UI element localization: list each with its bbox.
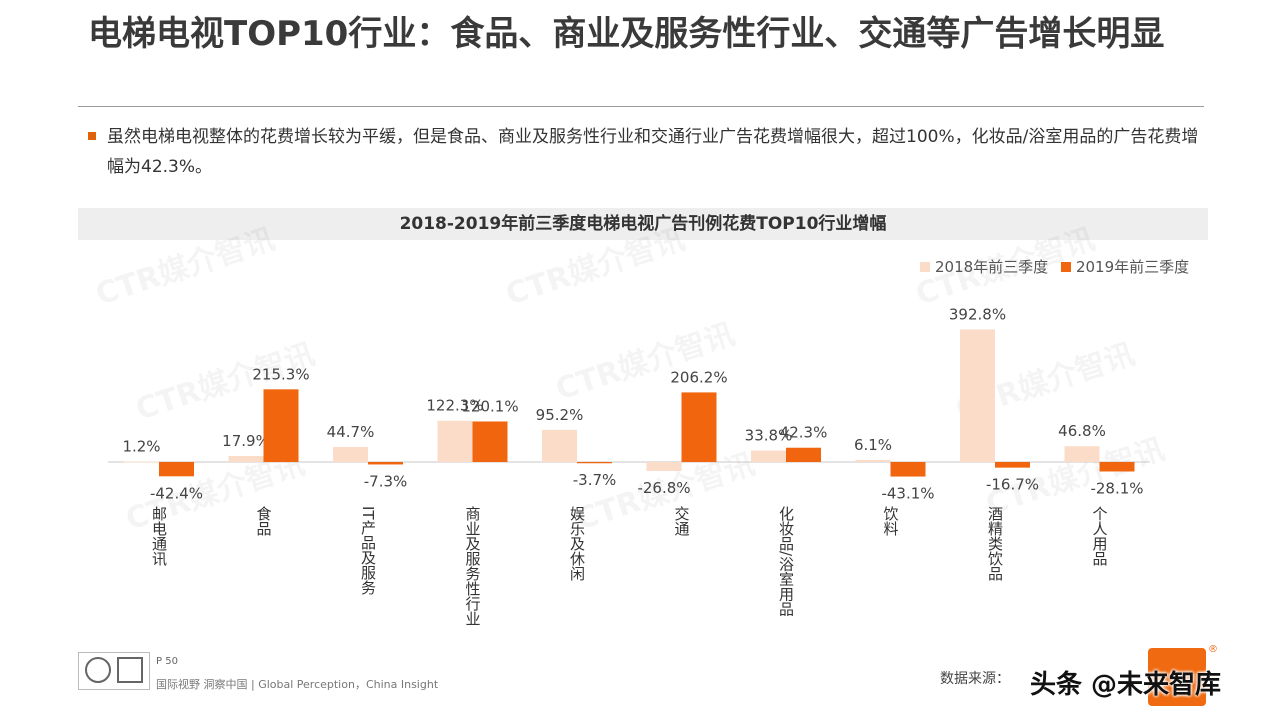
bar-2019-5	[681, 392, 717, 462]
data-label-2019-6: 42.3%	[780, 424, 828, 442]
category-label-8: 酒精类饮品	[986, 506, 1004, 581]
category-label-0: 邮电通讯	[150, 506, 168, 567]
data-label-2019-1: 215.3%	[252, 365, 309, 383]
category-label-6: 化妆品/浴室用品	[777, 506, 795, 616]
bar-2018-0	[124, 461, 159, 463]
category-label-3: 商业及服务性行业	[464, 506, 482, 626]
data-label-2019-9: -28.1%	[1090, 479, 1143, 497]
data-label-2019-8: -16.7%	[986, 476, 1039, 494]
data-label-2018-3: 122.3%	[426, 397, 483, 415]
data-label-2019-3: 120.1%	[461, 397, 518, 415]
legend-swatch-2019	[1060, 262, 1071, 272]
bar-2019-6	[786, 447, 821, 462]
legend-label-2019: 2019年前三季度	[1075, 258, 1190, 276]
data-label-2019-4: -3.7%	[573, 471, 617, 489]
bar-2018-1	[228, 455, 264, 462]
bar-2019-3	[472, 421, 508, 462]
bar-2019-8	[995, 462, 1030, 468]
bar-2019-4	[577, 462, 612, 464]
title-divider	[78, 106, 1204, 107]
data-label-2019-2: -7.3%	[364, 472, 408, 490]
data-label-2019-5: 206.2%	[670, 368, 727, 386]
chart-title-band	[78, 208, 1208, 240]
legend-swatch-2018	[920, 262, 930, 272]
bar-2019-1	[263, 389, 299, 462]
legend-label-2018: 2018年前三季度	[935, 258, 1049, 276]
bar-2018-6	[751, 450, 786, 462]
chart-legend: 2018年前三季度 2019年前三季度	[920, 256, 1197, 277]
bar-2019-2	[368, 462, 403, 465]
bar-2019-7	[890, 462, 926, 477]
data-label-2018-0: 1.2%	[122, 438, 160, 456]
data-source: 数据来源：	[940, 671, 1010, 687]
chart-title: 2018-2019年前三季度电梯电视广告刊例花费TOP10行业增幅	[399, 214, 887, 234]
category-label-7: 饮料	[882, 506, 900, 536]
data-label-2019-0: -42.4%	[150, 484, 203, 502]
data-label-2018-5: -26.8%	[637, 479, 690, 497]
bullet-text: 虽然电梯电视整体的花费增长较为平缓，但是食品、商业及服务性行业和交通行业广告花费…	[107, 127, 1199, 177]
bar-2019-0	[159, 462, 194, 477]
bar-2018-7	[855, 459, 891, 462]
data-label-2018-1: 17.9%	[222, 432, 270, 450]
data-label-2018-9: 46.8%	[1058, 422, 1106, 440]
category-label-2: IT产品及服务	[359, 506, 377, 596]
category-label-5: 交通	[673, 505, 691, 536]
data-label-2018-8: 392.8%	[949, 305, 1006, 323]
category-label-4: 娱乐及休闲	[568, 506, 586, 582]
bar-2018-4	[542, 429, 577, 462]
watermark-text-0: CTR媒介智讯	[92, 222, 279, 313]
watermark-text-1: CTR媒介智讯	[502, 222, 689, 313]
legend-item-2019: 2019年前三季度	[1060, 256, 1190, 277]
category-label-1: 食品	[255, 506, 273, 536]
toutiao-overlay: 头条 @未来智库	[1030, 670, 1222, 700]
bar-2018-8	[960, 329, 995, 462]
data-label-2018-4: 95.2%	[536, 406, 584, 424]
footer-tagline: 国际视野 洞察中国 | Global Perception，China Insi…	[156, 678, 439, 691]
ctr-logo	[1148, 648, 1206, 706]
bar-2018-5	[646, 462, 682, 472]
page-title: 电梯电视TOP10行业：食品、商业及服务性行业、交通等广告增长明显	[88, 14, 1165, 54]
bar-2018-3	[437, 420, 473, 462]
data-label-2018-2: 44.7%	[327, 423, 375, 441]
bar-2018-2	[333, 446, 368, 462]
bar-2018-9	[1064, 446, 1100, 462]
legend-item-2018: 2018年前三季度	[920, 256, 1048, 277]
cert-seal-icon	[85, 657, 111, 683]
registered-mark-icon: ®	[1208, 644, 1218, 655]
cert-badge-icon	[117, 657, 143, 683]
page-number: P 50	[156, 656, 178, 667]
data-label-2018-6: 33.8%	[745, 427, 793, 445]
certification-logo	[78, 652, 150, 690]
data-label-2019-7: -43.1%	[881, 485, 934, 503]
bar-2019-9	[1099, 462, 1135, 472]
data-label-2018-7: 6.1%	[854, 436, 892, 454]
bullet-icon	[88, 132, 96, 140]
category-label-9: 个人用品	[1091, 506, 1109, 566]
